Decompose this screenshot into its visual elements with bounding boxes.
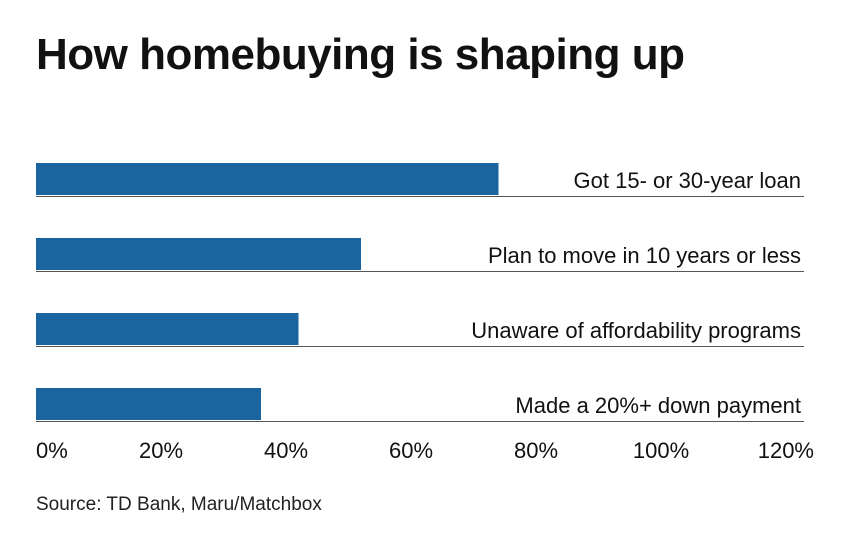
x-tick-label: 0% — [36, 438, 68, 463]
bar-chart: Got 15- or 30-year loan Plan to move in 1… — [36, 163, 814, 463]
bar-1 — [36, 238, 361, 270]
chart-title: How homebuying is shaping up — [36, 30, 685, 79]
x-tick-label: 100% — [633, 438, 689, 463]
x-tick-label: 60% — [389, 438, 433, 463]
x-tick-label: 80% — [514, 438, 558, 463]
category-label-0: Got 15- or 30-year loan — [574, 168, 801, 193]
x-tick-label: 120% — [758, 438, 814, 463]
category-label-1: Plan to move in 10 years or less — [488, 243, 801, 268]
category-label-3: Made a 20%+ down payment — [515, 393, 801, 418]
bar-0 — [36, 163, 499, 195]
category-label-2: Unaware of affordability programs — [471, 318, 801, 343]
source-note: Source: TD Bank, Maru/Matchbox — [36, 494, 322, 515]
bar-2 — [36, 313, 299, 345]
x-tick-label: 20% — [139, 438, 183, 463]
x-tick-label: 40% — [264, 438, 308, 463]
bar-3 — [36, 388, 261, 420]
